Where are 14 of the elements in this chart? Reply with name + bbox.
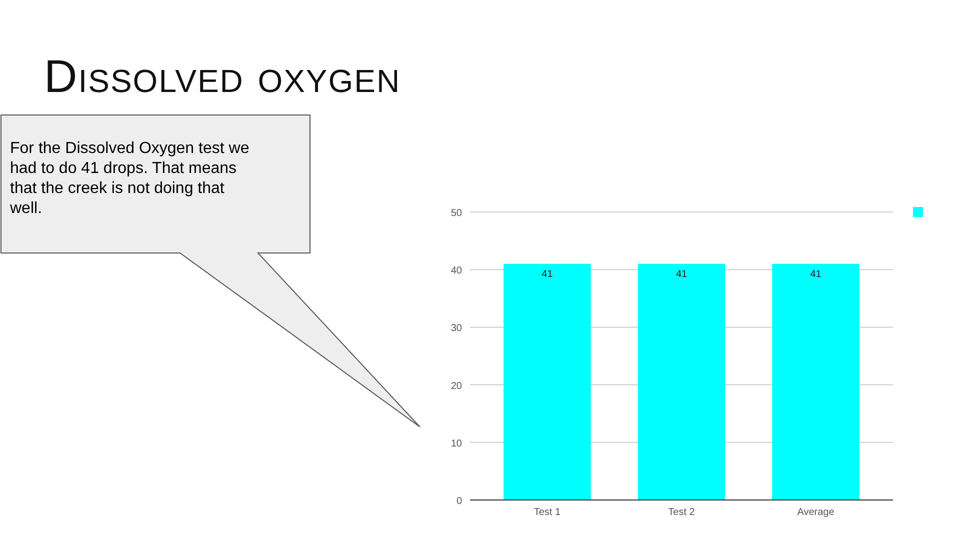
y-tick-label: 10 [450,438,462,450]
y-tick-label: 30 [450,323,462,334]
text: For the Dissolved Oxygen test we had to do 41 drops. That means that the creek is not doing that well. [9,140,250,217]
y-tick-label: 40 [450,266,462,277]
data-label: 41 [676,268,688,280]
data-label: 41 [810,268,822,280]
chart-title: Dissolved oxygen [44,50,401,102]
y-tick-label: 0 [456,496,462,507]
y-tick-label: 50 [450,208,462,219]
x-tick-label: Test 2 [668,507,696,518]
y-tick-label: 20 [450,380,462,392]
x-tick-label: Test 1 [534,507,561,518]
x-tick-label: Average [797,507,835,518]
data-label: 41 [542,268,554,280]
